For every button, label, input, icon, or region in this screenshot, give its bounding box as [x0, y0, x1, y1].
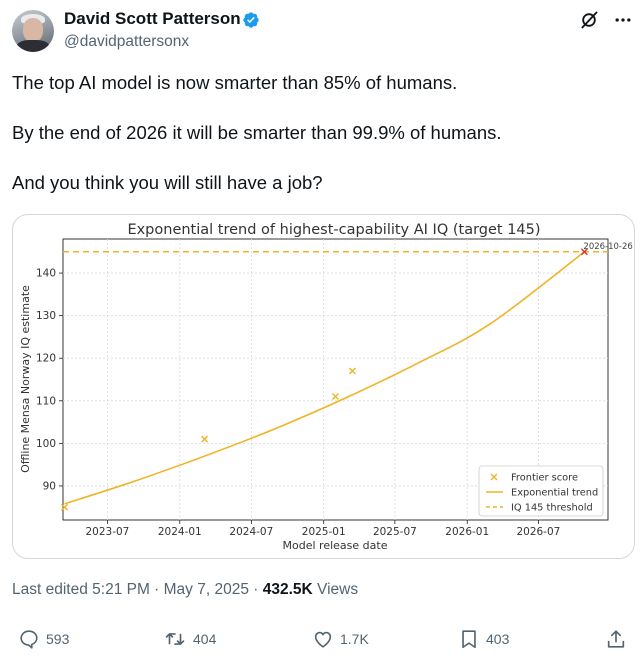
x-tick-label: 2025-01: [302, 526, 346, 538]
y-ticks: 90 100 110 120 130 140: [36, 268, 63, 492]
legend-label: Exponential trend: [511, 488, 598, 499]
reply-icon: [20, 630, 38, 649]
x-tick-label: 2024-01: [158, 526, 202, 538]
trend-line: [64, 251, 585, 505]
legend-box: [478, 465, 604, 517]
frontier-point: [201, 435, 209, 443]
chart-title: Exponential trend of highest-capability …: [127, 222, 540, 238]
x-tick-label: 2026-07: [516, 526, 560, 538]
x-tick-label: 2023-07: [85, 526, 129, 538]
share-button[interactable]: [605, 628, 627, 650]
x-axis-label: Model release date: [283, 539, 388, 552]
grok-icon[interactable]: [579, 10, 599, 30]
like-icon: [314, 631, 332, 648]
y-tick-label: 120: [36, 353, 56, 365]
x-tick-label: 2025-07: [373, 526, 417, 538]
post-line-3: And you think you will still have a job?: [12, 172, 323, 193]
grid: [63, 239, 608, 520]
share-icon: [607, 630, 625, 648]
views-label: Views: [312, 581, 359, 598]
legend-label: Frontier score: [511, 473, 578, 484]
post-line-1: The top AI model is now smarter than 85%…: [12, 72, 458, 93]
edited-time[interactable]: Last edited 5:21 PM · May 7, 2025 ·: [12, 581, 263, 598]
legend: Frontier score Exponential trend IQ 145 th…: [478, 465, 604, 517]
action-bar: 593 404 1.7K 403: [0, 628, 643, 664]
x-tick-label: 2026-01: [445, 526, 489, 538]
post-meta: Last edited 5:21 PM · May 7, 2025 · 432.…: [12, 581, 358, 599]
x-tick-label: 2024-07: [229, 526, 273, 538]
legend-marker: [490, 473, 498, 481]
target-point: [580, 248, 588, 256]
x-ticks: 2023-07 2024-01 2024-07 2025-01 2025-07 2026-…: [85, 520, 560, 538]
reply-count: 593: [46, 631, 70, 647]
annotation-label: 2026-10-26: [583, 242, 632, 252]
frontier-point: [61, 503, 69, 511]
bookmark-count: 403: [486, 631, 510, 647]
author-name[interactable]: David Scott Patterson: [64, 9, 241, 28]
views-count: 432.5K: [262, 581, 313, 598]
like-button[interactable]: 1.7K: [312, 628, 369, 650]
more-icon[interactable]: [613, 10, 633, 30]
avatar[interactable]: [12, 10, 54, 52]
frontier-point: [332, 393, 339, 401]
post-text: The top AI model is now smarter than 85%…: [12, 70, 622, 220]
repost-button[interactable]: 404: [163, 628, 216, 650]
chart-image[interactable]: Exponential trend of highest-capability …: [12, 214, 635, 559]
author-handle[interactable]: @davidpattersonx: [64, 33, 190, 50]
y-tick-label: 140: [36, 268, 56, 280]
y-tick-label: 130: [36, 310, 56, 322]
like-count: 1.7K: [340, 631, 369, 647]
bookmark-icon: [462, 630, 476, 649]
verified-badge-icon: [243, 12, 259, 28]
frontier-point: [348, 367, 356, 375]
plot-area: [62, 238, 609, 521]
repost-count: 404: [193, 631, 217, 647]
reply-button[interactable]: 593: [18, 628, 69, 650]
legend-label: IQ 145 threshold: [511, 503, 593, 514]
y-tick-label: 90: [43, 480, 56, 492]
bookmark-button[interactable]: 403: [458, 628, 509, 650]
frontier-points: [61, 367, 356, 511]
annotation: 2026-10-26: [580, 242, 633, 256]
y-axis-label: Offline Mensa Norway IQ estimate: [19, 285, 32, 473]
header-actions: [579, 10, 633, 30]
repost-icon: [165, 633, 185, 645]
y-tick-label: 110: [36, 395, 56, 407]
chart: Exponential trend of highest-capability …: [19, 222, 633, 552]
y-tick-label: 100: [36, 438, 56, 450]
post-line-2: By the end of 2026 it will be smarter th…: [12, 122, 502, 143]
